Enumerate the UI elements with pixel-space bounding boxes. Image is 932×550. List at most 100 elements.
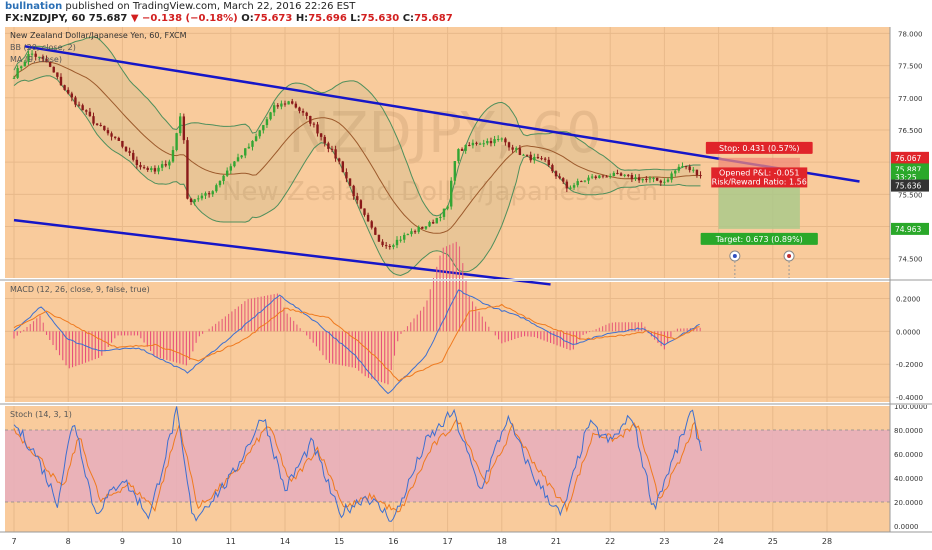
candle-body (623, 174, 626, 176)
candle-body (475, 142, 478, 144)
stoch-tick-label: 0.0000 (894, 523, 919, 531)
candle-body (38, 56, 41, 58)
candle-body (182, 116, 186, 141)
candle-body (218, 180, 222, 186)
candle-body (565, 181, 569, 189)
candle-body (471, 142, 475, 146)
candle-body (406, 234, 410, 236)
candle-body (525, 154, 529, 156)
time-tick-label: 11 (226, 537, 236, 546)
candle-body (327, 143, 330, 149)
candle-body (341, 161, 345, 173)
candle-body (319, 133, 323, 137)
candle-body (659, 180, 662, 183)
last-price-tag-bg (891, 179, 929, 192)
candle-body (258, 130, 261, 137)
candle-body (283, 103, 287, 105)
open-label: O: (241, 13, 254, 24)
candle-body (23, 61, 27, 67)
candle-body (695, 169, 699, 176)
target-label-bg (700, 232, 818, 245)
macd-tick-label: -0.2000 (896, 361, 923, 369)
time-tick-label: 7 (11, 537, 16, 546)
author-link[interactable]: bullnation (5, 1, 63, 12)
candle-body (504, 138, 507, 143)
candle-body (179, 116, 182, 134)
candle-body (85, 110, 88, 112)
candle-body (634, 177, 637, 180)
candle-body (377, 234, 381, 242)
macd-line (13, 289, 700, 395)
published-text: published on TradingView.com, March 22, … (65, 1, 356, 12)
candle-body (229, 166, 232, 171)
candle-body (388, 246, 391, 248)
time-tick-label: 21 (551, 537, 561, 546)
macd-tick-label: -0.4000 (896, 394, 923, 402)
candle-body (464, 145, 467, 151)
candle-body (95, 123, 99, 125)
candle-body (370, 221, 373, 228)
candle-body (30, 53, 34, 55)
candle-body (496, 139, 500, 141)
candle-body (399, 239, 402, 241)
candle-body (648, 178, 652, 180)
candle-body (20, 66, 23, 69)
candle-body (117, 137, 120, 141)
candle-body (381, 241, 384, 246)
publish-line: bullnation published on TradingView.com,… (5, 1, 355, 12)
candle-body (280, 103, 283, 107)
high-label: H: (295, 13, 309, 24)
candle-body (352, 185, 355, 197)
candle-body (356, 196, 359, 201)
signal-line (13, 303, 700, 382)
candle-body (348, 178, 352, 186)
bb-fill (14, 36, 701, 276)
symbol-label: FX:NZDJPY, 60 (5, 13, 86, 24)
candle-body (338, 158, 341, 162)
candle-body (580, 181, 583, 183)
bb-upper-line (13, 36, 701, 217)
candle-body (435, 217, 438, 224)
candle-body (45, 58, 48, 63)
candle-body (110, 133, 113, 137)
candle-body (540, 158, 543, 160)
candle-body (655, 177, 659, 181)
bb-legend: BB (20, close, 2) (10, 43, 76, 52)
last-price: 75.687 (88, 13, 128, 24)
stoch-tick-label: 80.0000 (894, 427, 923, 435)
candle-body (305, 112, 308, 116)
close-label: C: (402, 13, 415, 24)
time-tick-label: 9 (120, 537, 125, 546)
candle-body (247, 146, 251, 149)
time-tick-label: 10 (172, 537, 182, 546)
candle-body (265, 119, 269, 126)
candle-body (453, 161, 457, 181)
candle-body (594, 176, 597, 179)
candle-body (442, 208, 446, 217)
candle-body (486, 141, 489, 144)
stoch-tick-label: 100.0000 (894, 403, 927, 411)
candle-body (135, 159, 139, 166)
candle-body (70, 93, 74, 98)
candle-body (334, 149, 337, 159)
candle-body (688, 166, 691, 171)
candle-body (551, 165, 554, 172)
candle-body (236, 157, 240, 162)
candle-body (605, 176, 608, 178)
candle-body (153, 168, 157, 172)
candle-body (417, 226, 420, 232)
candle-body (460, 149, 464, 151)
candle-body (128, 151, 131, 153)
macd-legend: MACD (12, 26, close, 9, false, true) (10, 285, 150, 294)
price-tick-label: 78.000 (898, 30, 923, 38)
candle-body (674, 170, 677, 174)
candle-body (583, 180, 587, 182)
candle-body (124, 146, 128, 152)
candle-body (424, 226, 428, 229)
candle-body (186, 140, 189, 199)
stoch-legend: Stoch (14, 3, 1) (10, 410, 72, 419)
price-tick-label: 77.000 (898, 95, 923, 103)
main-pane-title: New Zealand Dollar/Japanese Yen, 60, FXC… (10, 31, 187, 40)
candle-body (692, 169, 695, 171)
